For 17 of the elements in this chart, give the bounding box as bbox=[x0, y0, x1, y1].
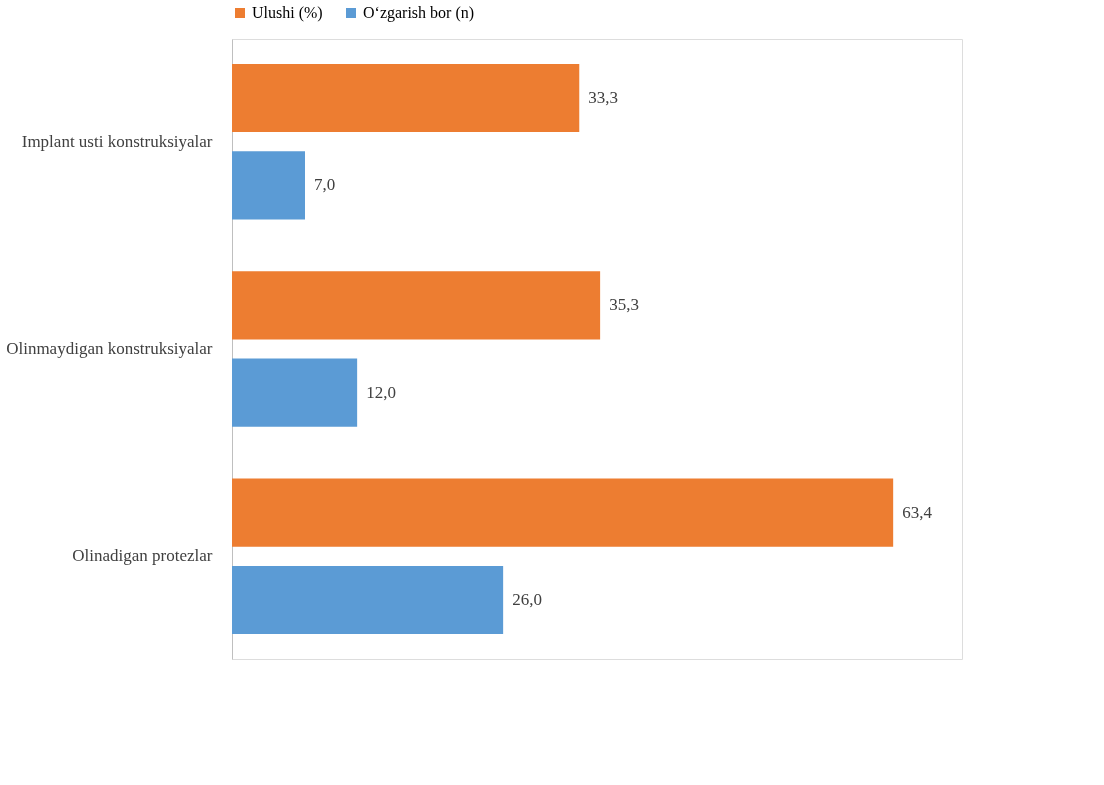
data-label: 35,3 bbox=[609, 295, 639, 315]
legend-label: Ulushi (%) bbox=[252, 4, 323, 22]
bar bbox=[232, 478, 894, 547]
bar bbox=[232, 358, 358, 427]
bar bbox=[232, 271, 601, 340]
data-label: 26,0 bbox=[512, 590, 542, 610]
y-tick-label: Olinmaydigan konstruksiyalar bbox=[6, 339, 213, 358]
bar bbox=[232, 151, 305, 220]
data-label: 7,0 bbox=[314, 175, 336, 195]
bar bbox=[232, 63, 580, 133]
data-label: 63,4 bbox=[902, 502, 933, 522]
data-label: 33,3 bbox=[588, 87, 619, 107]
legend-label: O‘zgarish bor (n) bbox=[363, 4, 475, 22]
data-label: 12,0 bbox=[366, 382, 396, 402]
y-tick-label: Olinadigan protezlar bbox=[72, 546, 213, 566]
y-tick-label: Implant usti konstruksiyalar bbox=[21, 131, 213, 151]
bar bbox=[232, 565, 504, 635]
